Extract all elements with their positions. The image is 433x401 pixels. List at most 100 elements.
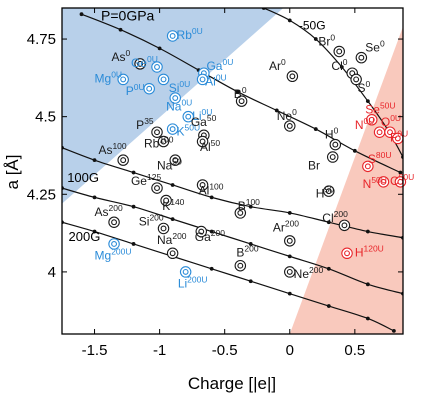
point-inner-ring: [358, 54, 365, 61]
point-label-sup: 50: [172, 156, 182, 166]
point-label-element: Li: [178, 276, 187, 290]
point-inner-ring: [120, 157, 127, 164]
point-label-sup: 0: [281, 57, 286, 67]
point-label-12: Se0: [365, 38, 385, 54]
point-label-element: N: [355, 118, 364, 132]
point-label-43: O0U: [381, 113, 401, 129]
point-label-42: N0U: [355, 116, 375, 132]
point-inner-ring: [286, 268, 293, 275]
point-label-sup: 0: [242, 85, 247, 95]
point-label-sup: 0: [330, 32, 335, 42]
point-label-5: Si0U: [169, 79, 191, 95]
point-k-10: [166, 123, 179, 135]
point-inner-ring: [169, 32, 176, 39]
point-as-30: [108, 216, 120, 228]
point-li-9: [182, 110, 194, 123]
point-label-element: Si: [139, 214, 150, 228]
point-label-element: Se: [365, 40, 380, 54]
point-inner-ring: [329, 154, 336, 160]
isobar-line-4: [62, 221, 395, 332]
point-label-element: B: [234, 87, 242, 101]
point-label-element: Cl: [331, 59, 342, 73]
point-label-element: B: [238, 199, 246, 213]
isobar-marker-2-4: [209, 195, 214, 200]
point-label-4: Mg0U: [95, 70, 123, 86]
point-label-element: Mg: [95, 248, 112, 262]
isobar-marker-4-4: [209, 266, 214, 271]
isobar-marker-3-3: [170, 217, 175, 222]
point-inner-ring: [380, 178, 387, 185]
point-label-sup: 0: [292, 107, 297, 117]
x-tick-label: 0.5: [344, 342, 365, 359]
point-outer-ring: [157, 73, 170, 86]
point-inner-ring: [198, 228, 205, 235]
point-label-sup: 0U: [111, 70, 122, 80]
point-label-element: Rb: [144, 137, 160, 151]
red-region: [289, 26, 403, 334]
point-n-42: [373, 126, 386, 138]
point-na-8: [169, 92, 181, 104]
isobar-marker-3-4: [209, 229, 214, 234]
point-inner-ring: [364, 163, 371, 170]
point-ar-14: [286, 70, 299, 83]
point-inner-ring: [169, 126, 176, 133]
point-inner-ring: [154, 129, 160, 136]
x-tick-label: -1.5: [82, 342, 108, 359]
regions: [62, 8, 403, 334]
point-label-element: O: [381, 115, 390, 129]
point-label-34: Na200: [157, 231, 187, 247]
isobar-marker-4-6: [287, 291, 292, 296]
point-inner-ring: [111, 241, 118, 247]
point-outer-ring: [366, 114, 378, 126]
point-inner-ring: [185, 113, 192, 120]
isobar-marker-0-7: [352, 148, 357, 153]
point-outer-ring: [284, 266, 296, 278]
isobar-curves: [62, 8, 403, 333]
point-label-7: P0U: [126, 82, 145, 98]
point-label-27: K140: [162, 197, 184, 213]
isobar-marker-4-9: [391, 328, 396, 333]
point-label-sup: 50U: [185, 122, 201, 132]
point-label-element: Na: [157, 158, 173, 172]
isobar-marker-4-2: [131, 242, 136, 246]
point-cl-13: [346, 67, 358, 79]
point-outer-ring: [362, 160, 374, 173]
point-label-10: K50U: [177, 122, 201, 138]
point-inner-ring: [368, 116, 375, 123]
isobar-marker-0-1: [118, 27, 123, 32]
point-label-sup: 0U: [222, 57, 233, 67]
plot-frame: [61, 7, 404, 335]
point-outer-ring: [329, 138, 342, 151]
point-inner-ring: [120, 76, 127, 83]
point-label-sup: 200U: [111, 246, 131, 256]
point-inner-ring: [237, 262, 244, 269]
point-b-16: [235, 95, 248, 107]
point-h-48: [341, 247, 353, 260]
point-ga-33: [195, 225, 208, 238]
point-outer-ring: [196, 179, 209, 191]
point-label-element: H: [355, 245, 364, 259]
point-inner-ring: [160, 138, 167, 145]
isobar-marker-1-4: [365, 99, 370, 104]
point-label-sup: 50: [211, 138, 221, 148]
point-label-48: H120U: [355, 243, 384, 259]
point-inner-ring: [336, 48, 343, 55]
curve-label-1: -50G: [299, 19, 326, 33]
point-label-11: Br0: [318, 32, 335, 48]
point-f-44: [392, 132, 404, 145]
point-inner-ring: [199, 182, 206, 188]
point-label-element: F: [390, 131, 397, 145]
point-label-element: Na: [157, 233, 173, 247]
isobar-marker-0-5: [274, 108, 279, 113]
point-label-sup: 100: [112, 141, 126, 151]
point-label-36: Ar200: [273, 219, 299, 235]
point-label-sup: 200U: [187, 274, 207, 284]
isobar-marker-3-8: [365, 282, 370, 287]
point-li-40: [179, 266, 192, 278]
point-outer-ring: [350, 73, 362, 86]
point-label-element: Si: [169, 81, 180, 95]
point-label-47: C50U: [390, 172, 414, 188]
point-label-40: Li200U: [178, 274, 208, 290]
point-label-17: Ne0: [277, 107, 297, 123]
